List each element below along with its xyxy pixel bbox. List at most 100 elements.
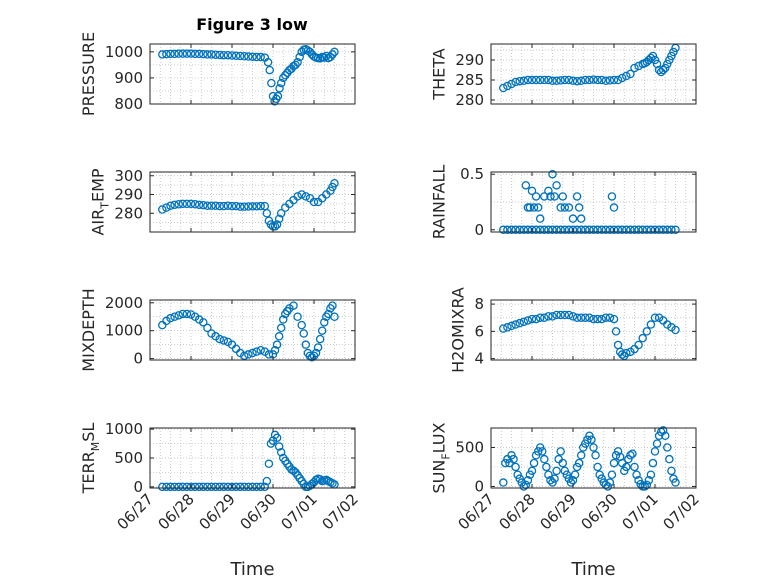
data-point bbox=[622, 462, 631, 472]
y-tick-label: 0.5 bbox=[460, 165, 484, 183]
data-point bbox=[605, 478, 615, 487]
data-point bbox=[613, 75, 623, 85]
data-point bbox=[626, 225, 635, 235]
x-tick-label: 06/28 bbox=[496, 490, 539, 533]
data-point bbox=[648, 458, 658, 468]
data-point bbox=[544, 225, 553, 235]
data-point bbox=[170, 200, 179, 210]
axes-box bbox=[149, 299, 356, 361]
data-point bbox=[256, 482, 265, 492]
y-tick-label: 500 bbox=[114, 449, 143, 467]
data-point bbox=[211, 201, 220, 210]
data-point bbox=[330, 178, 339, 188]
data-point bbox=[552, 181, 561, 190]
y-tick-label: 1000 bbox=[105, 322, 143, 340]
y-axis-label: PRESSURE bbox=[79, 32, 98, 116]
axes-box bbox=[149, 43, 356, 105]
data-point bbox=[667, 51, 676, 61]
y-tick-label: 4 bbox=[474, 350, 484, 368]
data-point bbox=[558, 192, 568, 201]
data-point bbox=[535, 225, 545, 235]
data-point bbox=[291, 60, 300, 70]
data-point bbox=[166, 482, 175, 492]
data-point bbox=[515, 76, 524, 86]
data-point bbox=[665, 454, 674, 464]
subplot-mixdepth: 0 1000 2000 MIXDEPTH bbox=[79, 288, 356, 372]
data-point bbox=[630, 462, 639, 472]
data-point bbox=[301, 340, 311, 349]
data-point bbox=[166, 313, 175, 323]
data-point bbox=[272, 220, 282, 229]
data-point bbox=[190, 49, 200, 59]
data-point bbox=[658, 225, 668, 235]
data-point bbox=[166, 201, 175, 210]
y-axis-label: THETA bbox=[430, 48, 449, 100]
data-point bbox=[199, 49, 208, 59]
axes-box bbox=[490, 171, 697, 233]
data-point bbox=[548, 225, 557, 235]
data-point bbox=[186, 482, 196, 492]
data-point bbox=[638, 333, 647, 343]
data-point bbox=[507, 321, 516, 331]
data-point bbox=[650, 225, 660, 235]
data-point bbox=[544, 75, 553, 85]
data-point bbox=[511, 77, 520, 87]
y-tick-label: 900 bbox=[114, 69, 143, 87]
data-point bbox=[263, 58, 273, 67]
data-point bbox=[671, 225, 680, 235]
data-point bbox=[248, 482, 257, 492]
data-point bbox=[617, 225, 627, 235]
data-point bbox=[166, 49, 175, 59]
data-point bbox=[525, 203, 535, 212]
data-point bbox=[589, 314, 598, 324]
data-point bbox=[591, 451, 600, 460]
data-point bbox=[511, 462, 520, 472]
data-point bbox=[585, 313, 594, 322]
y-axis-label: RAINFALL bbox=[430, 165, 449, 240]
data-point bbox=[240, 482, 249, 492]
subplot-theta: 280 285 290 THETA bbox=[430, 43, 697, 109]
data-point bbox=[570, 470, 580, 480]
data-point bbox=[264, 459, 274, 469]
data-point bbox=[194, 49, 204, 59]
data-point bbox=[609, 458, 619, 468]
data-point bbox=[215, 50, 224, 60]
y-tick-label: 280 bbox=[455, 91, 484, 109]
data-point bbox=[278, 73, 288, 83]
data-point bbox=[527, 314, 537, 324]
y-tick-label: 290 bbox=[114, 186, 143, 204]
data-point bbox=[295, 52, 304, 62]
data-point bbox=[227, 201, 237, 211]
data-point bbox=[174, 311, 183, 320]
data-point bbox=[207, 50, 216, 59]
data-point bbox=[297, 320, 306, 330]
y-axis-label: H2OMIXRA bbox=[449, 287, 468, 373]
data-point bbox=[499, 83, 508, 93]
data-point bbox=[248, 202, 257, 211]
data-point bbox=[593, 462, 602, 472]
data-point bbox=[609, 225, 619, 235]
data-point bbox=[311, 348, 321, 358]
data-point bbox=[293, 58, 302, 67]
y-tick-label: 300 bbox=[114, 167, 143, 185]
data-point bbox=[533, 203, 543, 212]
data-point bbox=[552, 466, 561, 476]
data-point bbox=[272, 433, 282, 443]
data-point bbox=[215, 334, 224, 344]
data-point bbox=[609, 203, 619, 212]
data-point bbox=[642, 327, 652, 336]
data-point bbox=[546, 192, 555, 201]
data-point bbox=[266, 220, 276, 229]
data-point bbox=[667, 225, 676, 235]
data-point bbox=[663, 443, 672, 452]
data-point bbox=[276, 78, 286, 88]
data-point bbox=[611, 327, 621, 336]
data-point bbox=[544, 312, 553, 321]
data-point bbox=[235, 51, 245, 61]
data-point bbox=[507, 225, 516, 235]
data-point bbox=[276, 323, 286, 333]
data-point bbox=[658, 65, 668, 75]
data-point bbox=[523, 316, 533, 325]
data-point bbox=[540, 454, 549, 464]
data-point bbox=[581, 313, 590, 322]
